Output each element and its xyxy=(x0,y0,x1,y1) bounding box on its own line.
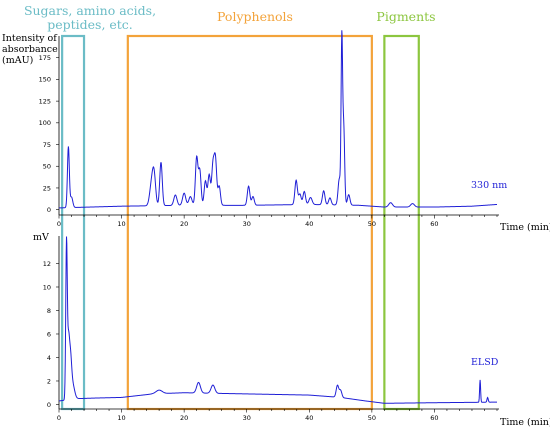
elsd-x-tick-label: 20 xyxy=(180,414,188,422)
uv-y-tick-label: 50 xyxy=(43,163,51,171)
uv-x-tick-label: 20 xyxy=(180,220,188,228)
uv-ticks: 0 25 50 75 100 125 150 175 0 10 20 30 40 50 60 xyxy=(39,54,498,228)
pigments-region-label: Pigments xyxy=(376,9,435,24)
elsd-y-tick-label: 2 xyxy=(47,377,51,385)
uv-x-tick-label: 0 xyxy=(57,220,61,228)
elsd-x-tick-label: 40 xyxy=(305,414,313,422)
polyphenols-region-label: Polyphenols xyxy=(217,9,293,24)
elsd-x-tick-label: 50 xyxy=(368,414,376,422)
uv-x-tick-label: 60 xyxy=(430,220,438,228)
elsd-y-tick-label: 8 xyxy=(47,307,51,315)
elsd-x-tick-label: 0 xyxy=(57,414,61,422)
uv-series-label: 330 nm xyxy=(471,180,507,191)
uv-y-tick-label: 175 xyxy=(39,54,51,62)
uv-y-tick-label: 100 xyxy=(39,119,51,127)
elsd-x-axis-label: Time (min) xyxy=(500,417,550,428)
elsd-y-tick-label: 10 xyxy=(43,283,51,291)
uv-x-tick-label: 50 xyxy=(368,220,376,228)
elsd-y-tick-label: 0 xyxy=(47,401,51,409)
uv-330nm-trace xyxy=(58,30,498,209)
elsd-y-tick-label: 6 xyxy=(47,330,51,338)
uv-x-tick-label: 40 xyxy=(305,220,313,228)
elsd-x-tick-label: 60 xyxy=(430,414,438,422)
uv-y-tick-label: 0 xyxy=(47,206,51,214)
elsd-y-tick-label: 12 xyxy=(43,260,51,268)
elsd-ticks: 0 2 4 6 8 10 12 0 10 20 30 40 50 60 xyxy=(43,260,498,422)
uv-y-axis-label-line2: absorbance xyxy=(2,44,58,55)
sugars-region-label-line1: Sugars, amino acids, xyxy=(24,3,156,18)
uv-330nm-panel: Intensity of absorbance (mAU) 0255075100… xyxy=(2,30,550,233)
uv-y-tick-label: 25 xyxy=(43,184,51,192)
uv-x-tick-label: 10 xyxy=(117,220,125,228)
elsd-panel: mV 0 2 4 6 8 10 12 0 10 20 30 40 50 60 Time (min) ELS… xyxy=(33,232,550,428)
uv-x-tick-label: 30 xyxy=(243,220,251,228)
uv-y-tick-label: 150 xyxy=(39,76,51,84)
elsd-y-tick-label: 4 xyxy=(47,354,51,362)
uv-y-axis-label-line3: (mAU) xyxy=(2,55,33,66)
sugars-region-label-line2: peptides, etc. xyxy=(47,17,133,32)
elsd-series-label: ELSD xyxy=(471,357,499,368)
uv-y-tick-label: 125 xyxy=(39,97,51,105)
uv-x-axis-label: Time (min) xyxy=(500,222,550,233)
elsd-x-tick-label: 10 xyxy=(117,414,125,422)
uv-y-axis-label-line1: Intensity of xyxy=(2,33,58,44)
elsd-y-axis-label: mV xyxy=(33,232,49,243)
elsd-trace xyxy=(58,236,497,404)
pigments-region-box xyxy=(383,34,420,411)
elsd-x-tick-label: 30 xyxy=(243,414,251,422)
uv-y-tick-label: 75 xyxy=(43,141,51,149)
